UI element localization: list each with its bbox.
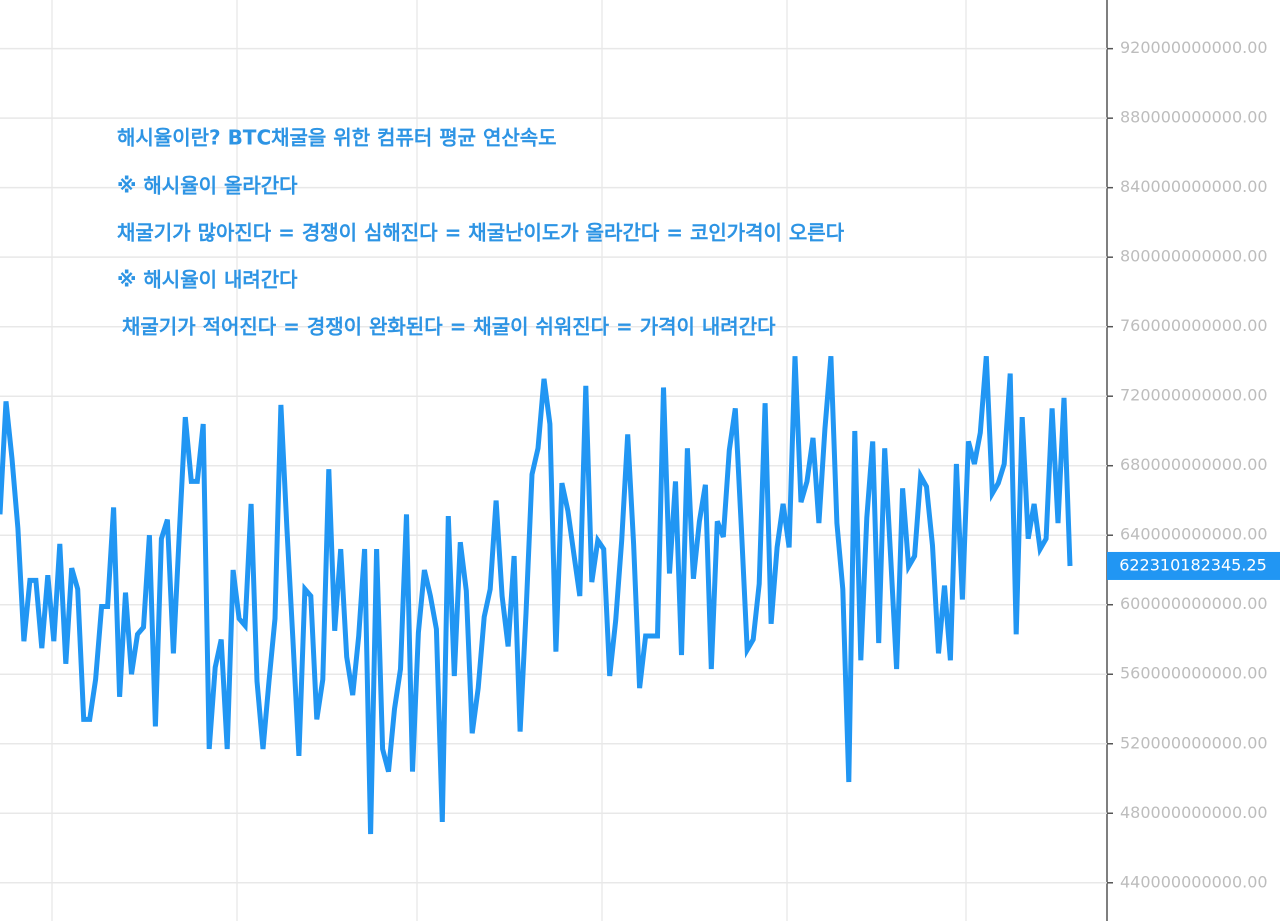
y-tick-label: 680000000000.00: [1120, 455, 1268, 474]
annotation: 채굴기가 적어진다 = 경쟁이 완화된다 = 채굴이 쉬워진다 = 가격이 내려…: [122, 315, 776, 339]
annotation: 채굴기가 많아진다 = 경쟁이 심해진다 = 채굴난이도가 올라간다 = 코인가…: [117, 221, 845, 245]
y-tick-label: 920000000000.00: [1120, 38, 1268, 57]
y-tick-label: 600000000000.00: [1120, 594, 1268, 613]
annotation: 해시율이란? BTC채굴을 위한 컴퓨터 평균 연산속도: [117, 126, 557, 150]
annotation: ※ 해시율이 내려간다: [117, 268, 298, 292]
y-tick-label: 480000000000.00: [1120, 803, 1268, 822]
y-tick-label: 760000000000.00: [1120, 316, 1268, 335]
last-value-label: 622310182345.25: [1119, 555, 1267, 574]
y-tick-label: 640000000000.00: [1120, 525, 1268, 544]
y-tick-label: 560000000000.00: [1120, 664, 1268, 683]
y-tick-label: 720000000000.00: [1120, 386, 1268, 405]
y-tick-label: 800000000000.00: [1120, 247, 1268, 266]
y-tick-label: 880000000000.00: [1120, 108, 1268, 127]
y-tick-label: 840000000000.00: [1120, 177, 1268, 196]
y-tick-label: 440000000000.00: [1120, 872, 1268, 891]
line-series: [0, 355, 1073, 835]
annotation: ※ 해시율이 올라간다: [117, 174, 298, 198]
y-tick-label: 520000000000.00: [1120, 733, 1268, 752]
last-value-box: [1107, 551, 1280, 580]
